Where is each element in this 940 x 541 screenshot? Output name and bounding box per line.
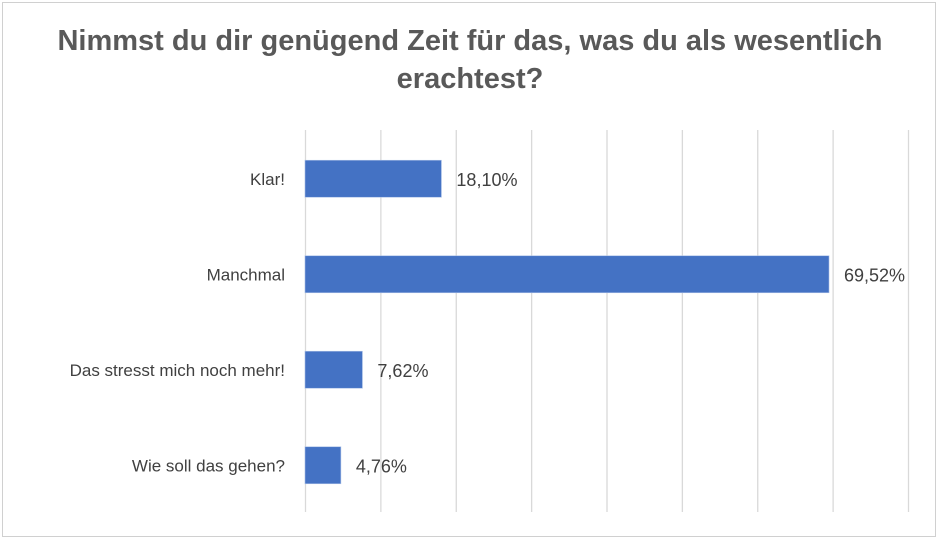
bar: [304, 350, 363, 389]
chart-title: Nimmst du dir genügend Zeit für das, was…: [57, 25, 883, 95]
data-label: 18,10%: [456, 170, 517, 190]
category-label: Das stresst mich noch mehr!: [70, 361, 285, 380]
data-label: 4,76%: [356, 456, 407, 476]
data-label: 69,52%: [844, 265, 905, 285]
bar: [304, 446, 342, 485]
category-label: Wie soll das gehen?: [132, 456, 285, 475]
bar: [304, 255, 830, 294]
data-label: 7,62%: [377, 361, 428, 381]
category-label: Klar!: [250, 170, 285, 189]
category-label: Manchmal: [207, 265, 285, 284]
bar: [304, 159, 442, 198]
